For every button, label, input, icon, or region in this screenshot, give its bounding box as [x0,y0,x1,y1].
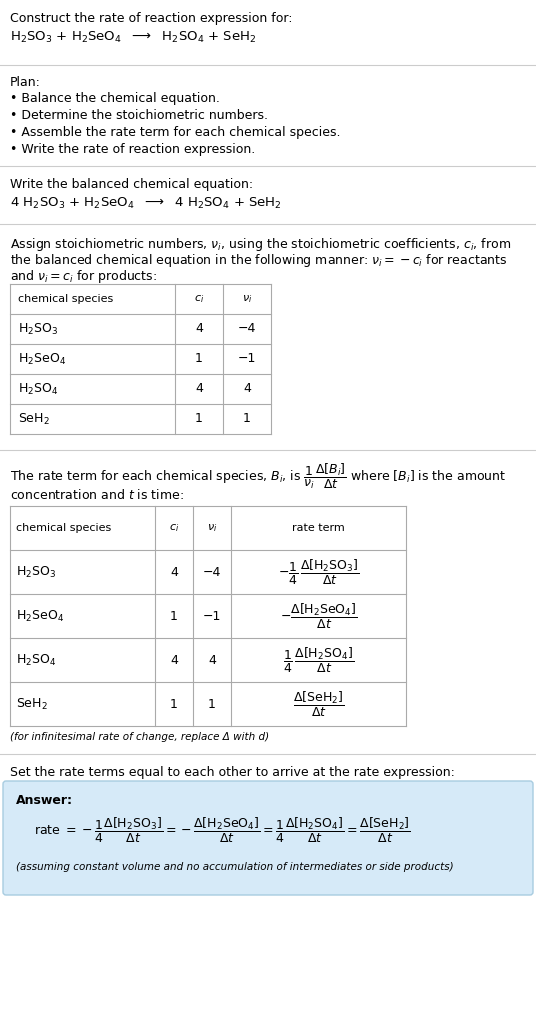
Text: and $\nu_i = c_i$ for products:: and $\nu_i = c_i$ for products: [10,268,157,285]
Text: 4: 4 [243,383,251,395]
Text: $-\dfrac{1}{4}\,\dfrac{\Delta[\mathregular{H_2SO_3}]}{\Delta t}$: $-\dfrac{1}{4}\,\dfrac{\Delta[\mathregul… [278,557,359,586]
Text: 1: 1 [195,353,203,365]
Text: $\mathregular{H_2SO_3}$: $\mathregular{H_2SO_3}$ [18,322,58,336]
Text: chemical species: chemical species [18,294,113,304]
Text: $\dfrac{1}{4}\,\dfrac{\Delta[\mathregular{H_2SO_4}]}{\Delta t}$: $\dfrac{1}{4}\,\dfrac{\Delta[\mathregula… [283,645,354,674]
Text: Assign stoichiometric numbers, $\nu_i$, using the stoichiometric coefficients, $: Assign stoichiometric numbers, $\nu_i$, … [10,236,511,253]
Text: • Balance the chemical equation.: • Balance the chemical equation. [10,92,220,105]
Text: Write the balanced chemical equation:: Write the balanced chemical equation: [10,178,253,191]
Text: −1: −1 [238,353,256,365]
Text: concentration and $t$ is time:: concentration and $t$ is time: [10,488,184,501]
Text: $\mathregular{H_2SO_3}$: $\mathregular{H_2SO_3}$ [16,565,56,579]
Text: 4: 4 [170,566,178,578]
Text: $\mathregular{H_2SO_3}$ $+$ $\mathregular{H_2SeO_4}$  $\longrightarrow$  $\mathr: $\mathregular{H_2SO_3}$ $+$ $\mathregula… [10,30,256,45]
Text: 4: 4 [208,653,216,667]
Text: • Write the rate of reaction expression.: • Write the rate of reaction expression. [10,143,255,156]
Text: $\nu_i$: $\nu_i$ [207,522,217,534]
Text: $\nu_i$: $\nu_i$ [242,293,252,305]
Text: 4: 4 [170,653,178,667]
Text: $\mathregular{H_2SeO_4}$: $\mathregular{H_2SeO_4}$ [18,352,66,366]
Text: $\mathregular{4\ H_2SO_3}$ $+$ $\mathregular{H_2SeO_4}$  $\longrightarrow$  $\ma: $\mathregular{4\ H_2SO_3}$ $+$ $\mathreg… [10,196,282,211]
Text: rate $= -\dfrac{1}{4}\dfrac{\Delta[\mathregular{H_2SO_3}]}{\Delta t} = -\dfrac{\: rate $= -\dfrac{1}{4}\dfrac{\Delta[\math… [34,816,411,845]
Text: $-\dfrac{\Delta[\mathregular{H_2SeO_4}]}{\Delta t}$: $-\dfrac{\Delta[\mathregular{H_2SeO_4}]}… [280,602,358,631]
Text: Answer:: Answer: [16,794,73,807]
Text: −1: −1 [203,609,221,622]
Text: $\dfrac{\Delta[\mathregular{SeH_2}]}{\Delta t}$: $\dfrac{\Delta[\mathregular{SeH_2}]}{\De… [293,690,344,719]
Text: −4: −4 [238,323,256,335]
Text: rate term: rate term [292,523,345,533]
Text: 1: 1 [208,698,216,710]
Text: Construct the rate of reaction expression for:: Construct the rate of reaction expressio… [10,12,293,25]
Text: Set the rate terms equal to each other to arrive at the rate expression:: Set the rate terms equal to each other t… [10,766,455,779]
Text: $\mathregular{SeH_2}$: $\mathregular{SeH_2}$ [16,697,48,711]
Text: 4: 4 [195,323,203,335]
FancyBboxPatch shape [3,781,533,895]
Text: (assuming constant volume and no accumulation of intermediates or side products): (assuming constant volume and no accumul… [16,862,453,872]
Text: • Determine the stoichiometric numbers.: • Determine the stoichiometric numbers. [10,109,268,122]
Text: $\mathregular{H_2SeO_4}$: $\mathregular{H_2SeO_4}$ [16,608,64,624]
Text: 1: 1 [195,413,203,426]
Text: $\mathregular{H_2SO_4}$: $\mathregular{H_2SO_4}$ [16,652,56,668]
Text: (for infinitesimal rate of change, replace Δ with d): (for infinitesimal rate of change, repla… [10,732,269,742]
Text: The rate term for each chemical species, $B_i$, is $\dfrac{1}{\nu_i}\dfrac{\Delt: The rate term for each chemical species,… [10,462,507,491]
Text: 4: 4 [195,383,203,395]
Text: 1: 1 [243,413,251,426]
Text: • Assemble the rate term for each chemical species.: • Assemble the rate term for each chemic… [10,126,340,139]
Text: $c_i$: $c_i$ [194,293,204,305]
Text: 1: 1 [170,698,178,710]
Text: $\mathregular{SeH_2}$: $\mathregular{SeH_2}$ [18,412,50,427]
Text: $\mathregular{H_2SO_4}$: $\mathregular{H_2SO_4}$ [18,382,58,397]
Text: the balanced chemical equation in the following manner: $\nu_i = -c_i$ for react: the balanced chemical equation in the fo… [10,252,508,269]
Text: −4: −4 [203,566,221,578]
Text: Plan:: Plan: [10,77,41,89]
Text: chemical species: chemical species [16,523,111,533]
Text: $c_i$: $c_i$ [169,522,179,534]
Text: 1: 1 [170,609,178,622]
